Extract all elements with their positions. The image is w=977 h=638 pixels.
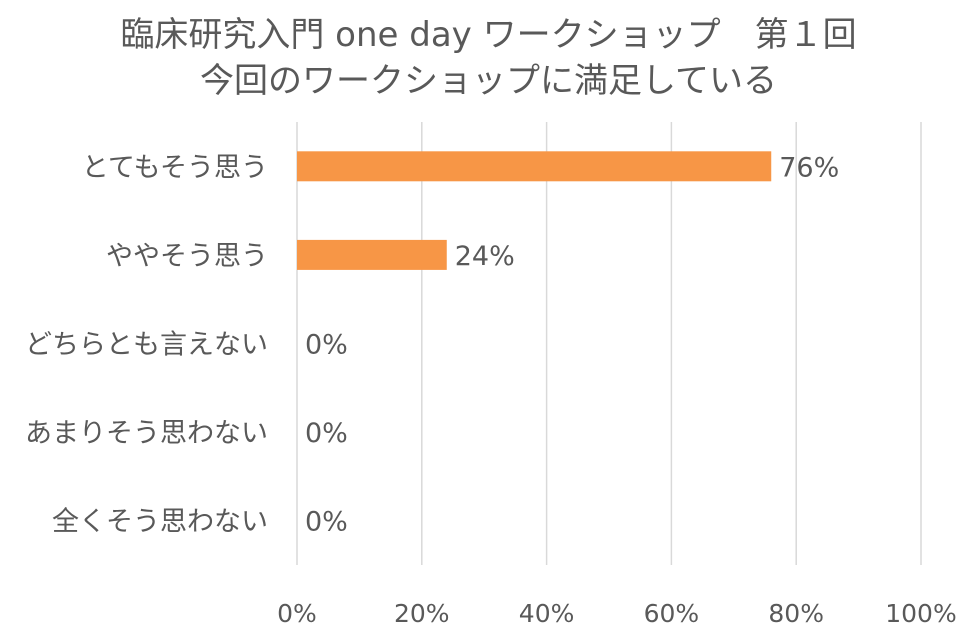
category-label: あまりそう思わない [25, 418, 268, 449]
x-tick-label: 100% [885, 599, 956, 628]
category-label: どちらとも言えない [25, 330, 268, 361]
data-label: 0% [305, 330, 348, 361]
bar [297, 239, 447, 270]
category-label: 全くそう思わない [52, 507, 268, 538]
x-tick-label: 40% [519, 599, 575, 628]
x-tick-label: 0% [277, 599, 317, 628]
chart-title-line-1: 臨床研究入門 one day ワークショップ 第１回 [120, 15, 857, 55]
x-tick-label: 80% [768, 599, 824, 628]
category-label: ややそう思う [106, 241, 268, 272]
bar [297, 151, 772, 182]
data-label: 0% [305, 418, 348, 449]
data-label: 0% [305, 507, 348, 538]
x-tick-label: 60% [644, 599, 700, 628]
category-label: とてもそう思う [82, 152, 268, 183]
chart-title-line-2: 今回のワークショップに満足している [200, 61, 777, 101]
data-label: 76% [779, 152, 839, 183]
x-tick-label: 20% [394, 599, 450, 628]
data-label: 24% [455, 241, 515, 272]
chart-title: 臨床研究入門 one day ワークショップ 第１回 今回のワークショップに満足… [0, 12, 977, 104]
